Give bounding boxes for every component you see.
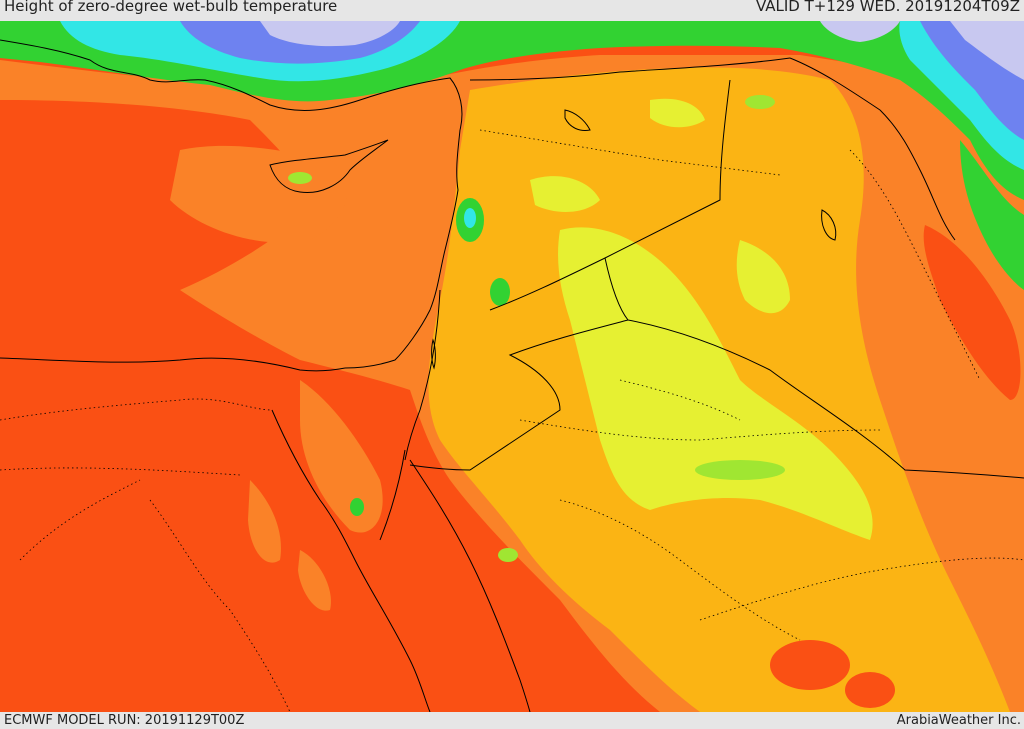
field-orange-egypt-south bbox=[298, 550, 331, 611]
field-lavender bbox=[260, 21, 400, 47]
border-syria-iraq bbox=[469, 57, 791, 81]
field-green-sinai bbox=[350, 498, 364, 516]
field-yellow-north bbox=[650, 98, 705, 128]
field-lightgreen-cyprus bbox=[288, 172, 312, 184]
border-jordan-saudi bbox=[409, 257, 629, 471]
lake-tharthar bbox=[821, 209, 837, 241]
field-deeporange-south2 bbox=[845, 672, 895, 708]
field-green-jordan bbox=[490, 278, 510, 306]
border-iraq-syria-south bbox=[489, 79, 731, 311]
field-yellow bbox=[558, 227, 873, 541]
field-orange-egypt-west bbox=[248, 480, 281, 563]
field-lightgreen-najd bbox=[695, 460, 785, 480]
border-israel-jordan bbox=[404, 289, 441, 461]
map-footer: ECMWF MODEL RUN: 20191129T00Z ArabiaWeat… bbox=[0, 712, 1024, 729]
field-cyan-lebanon bbox=[464, 208, 476, 228]
map-canvas bbox=[0, 21, 1024, 712]
map-title: Height of zero-degree wet-bulb temperatu… bbox=[4, 0, 338, 15]
field-yellow-east bbox=[736, 240, 790, 314]
field-yellow-syria bbox=[530, 176, 600, 212]
valid-time: VALID T+129 WED. 20191204T09Z bbox=[755, 0, 1020, 15]
field-deeporange-gulf bbox=[923, 225, 1021, 400]
province-line bbox=[559, 499, 801, 641]
province-line bbox=[149, 499, 291, 712]
border-iraq-iran bbox=[789, 57, 956, 241]
province-line bbox=[619, 379, 741, 421]
coastline-turkey bbox=[0, 39, 463, 131]
model-run-label: ECMWF MODEL RUN: 20191129T00Z bbox=[4, 713, 245, 728]
coastline-levant bbox=[344, 129, 461, 369]
coastline-cyprus bbox=[269, 139, 389, 194]
province-line bbox=[479, 129, 781, 176]
borders bbox=[0, 39, 1024, 712]
field-orange-cyprus bbox=[170, 145, 348, 243]
province-line bbox=[519, 419, 881, 441]
coastline-redsea-west bbox=[271, 409, 431, 712]
coastline-gulf-aqaba bbox=[379, 449, 406, 541]
border-iraq-saudi bbox=[627, 319, 1024, 479]
field-lightgreen-hejaz bbox=[498, 548, 518, 562]
province-line bbox=[849, 149, 981, 381]
lake-assad bbox=[564, 109, 591, 131]
field-lavender-east bbox=[950, 21, 1024, 80]
province-lines bbox=[0, 129, 1024, 712]
coastline-egypt bbox=[0, 357, 346, 372]
forecast-map[interactable] bbox=[0, 21, 1024, 712]
coastline-redsea-east bbox=[409, 459, 531, 712]
map-header: Height of zero-degree wet-bulb temperatu… bbox=[0, 0, 1024, 21]
field-lightgreen-iraq bbox=[745, 95, 775, 109]
credit-label: ArabiaWeather Inc. bbox=[896, 713, 1021, 728]
dead-sea bbox=[431, 338, 436, 370]
field-lavender-mid bbox=[820, 21, 900, 42]
province-line bbox=[19, 479, 141, 561]
field-green-iran bbox=[960, 140, 1024, 290]
field-orange-sinai bbox=[300, 380, 383, 533]
field-deeporange-south bbox=[770, 640, 850, 690]
